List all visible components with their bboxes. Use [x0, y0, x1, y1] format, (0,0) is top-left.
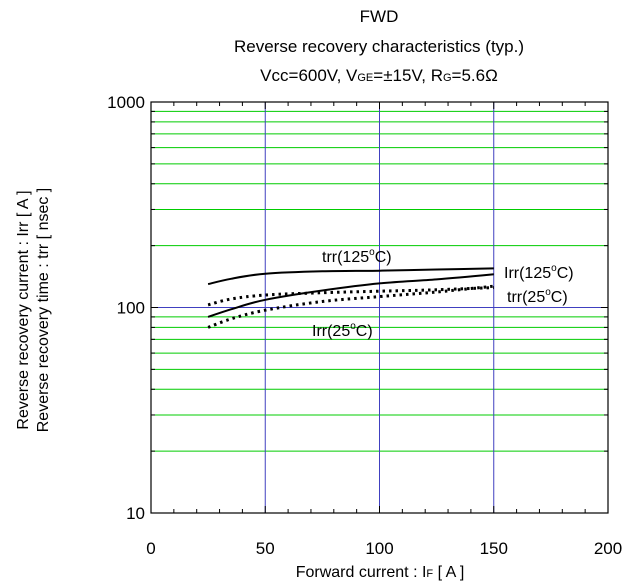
series-label-text: Irr(25 [312, 323, 350, 340]
x-tick-label: 50 [256, 539, 275, 558]
degree-superscript: o [545, 287, 551, 298]
series-label-text: trr(125 [322, 249, 369, 266]
series-line-2 [207, 286, 494, 307]
condition-vge-subscript: GE [357, 72, 373, 84]
series-label-1: Irr(125oC) [504, 263, 574, 282]
x-axis-label-main: Forward current : I [296, 564, 427, 581]
condition-vge-value: =±15V, [373, 66, 430, 85]
y-axis-label-time: Reverse recovery time : trr [ nsec ] [35, 188, 52, 433]
series-label-unit: C) [356, 323, 373, 340]
degree-superscript: o [350, 321, 356, 332]
x-axis-label-subscript: F [426, 568, 433, 580]
series-label-unit: C) [375, 249, 392, 266]
y-tick-label: 1000 [107, 93, 145, 112]
x-tick-label: 150 [480, 539, 508, 558]
chart-title: FWD [360, 7, 399, 26]
degree-superscript: o [551, 263, 557, 274]
series-label-3: Irr(25oC) [312, 321, 373, 340]
series-label-2: trr(25oC) [507, 287, 568, 306]
series-line-3 [207, 284, 494, 329]
series-label-unit: C) [551, 289, 568, 306]
x-tick-label: 0 [146, 539, 155, 558]
series-label-unit: C) [557, 265, 574, 282]
chart-subtitle: Reverse recovery characteristics (typ.) [234, 37, 524, 56]
x-tick-label: 200 [594, 539, 622, 558]
y-tick-label: 100 [117, 299, 145, 318]
y-tick-label: 10 [126, 504, 145, 523]
condition-rg-symbol: R [431, 66, 443, 85]
chart-conditions: Vcc=600V, VGE=±15V, RG=5.6Ω [260, 66, 498, 85]
degree-superscript: o [369, 247, 375, 258]
tick-labels: 0 50 100 150 200 10 100 1000 [107, 93, 622, 558]
series-labels: trr(125oC)Irr(125oC)trr(25oC)Irr(25oC) [312, 247, 574, 340]
condition-rg-value: =5.6Ω [452, 66, 498, 85]
series-label-text: trr(25 [507, 289, 545, 306]
condition-vge-symbol: V [346, 66, 358, 85]
condition-rg-subscript: G [443, 72, 452, 84]
series-label-0: trr(125oC) [322, 247, 392, 266]
y-axis-label-current: Reverse recovery current : Irr [ A ] [15, 190, 32, 429]
series-line-0 [207, 267, 494, 286]
x-axis-label: Forward current : IF [ A ] [296, 564, 465, 581]
axis-ticks [150, 101, 609, 514]
x-axis-label-unit: [ A ] [433, 564, 464, 581]
series-lines [207, 267, 494, 329]
series-line-1 [207, 273, 494, 318]
x-tick-label: 100 [365, 539, 393, 558]
condition-vcc: Vcc=600V, [260, 66, 346, 85]
major-gridlines [151, 102, 608, 513]
series-label-text: Irr(125 [504, 265, 551, 282]
